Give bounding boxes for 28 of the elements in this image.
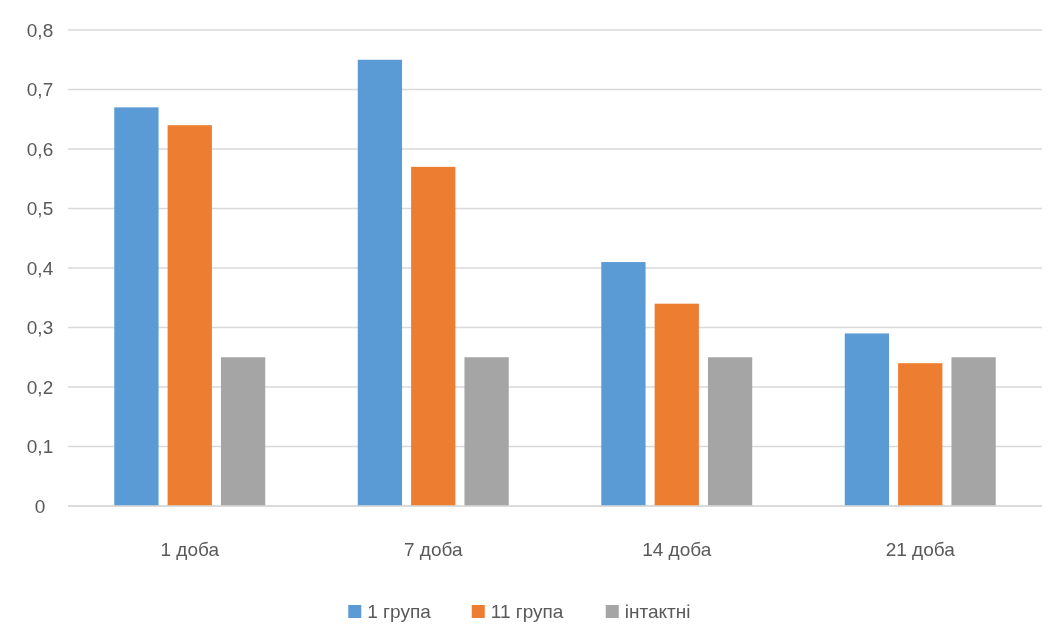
bar [951,357,996,506]
x-tick-label: 1 доба [160,539,220,560]
bar [654,303,699,506]
bar [464,357,509,506]
legend-label: 11 група [490,601,564,622]
bar [167,125,212,506]
bar [898,363,943,506]
y-tick-label: 0,2 [26,376,54,398]
y-tick-label: 0,4 [26,257,54,279]
y-tick-label: 0,7 [26,79,54,101]
y-tick-label: 0,6 [26,138,54,160]
y-tick-label: 0,1 [26,436,54,458]
x-tick-label: 21 доба [885,539,956,560]
bar [411,166,456,506]
bar [220,357,266,506]
x-tick-label: 14 доба [642,539,712,560]
legend-label: інтактні [624,601,691,622]
y-tick-label: 0,8 [26,19,54,41]
y-tick-label: 0 [34,495,46,517]
bar [707,357,753,506]
y-tick-label: 0,5 [26,198,54,220]
bar [601,262,646,506]
bar [357,59,403,506]
y-tick-label: 0,3 [26,317,54,339]
bar [114,107,159,506]
x-tick-label: 7 доба [403,539,463,560]
legend-label: 1 група [367,601,432,622]
bar [844,333,890,506]
